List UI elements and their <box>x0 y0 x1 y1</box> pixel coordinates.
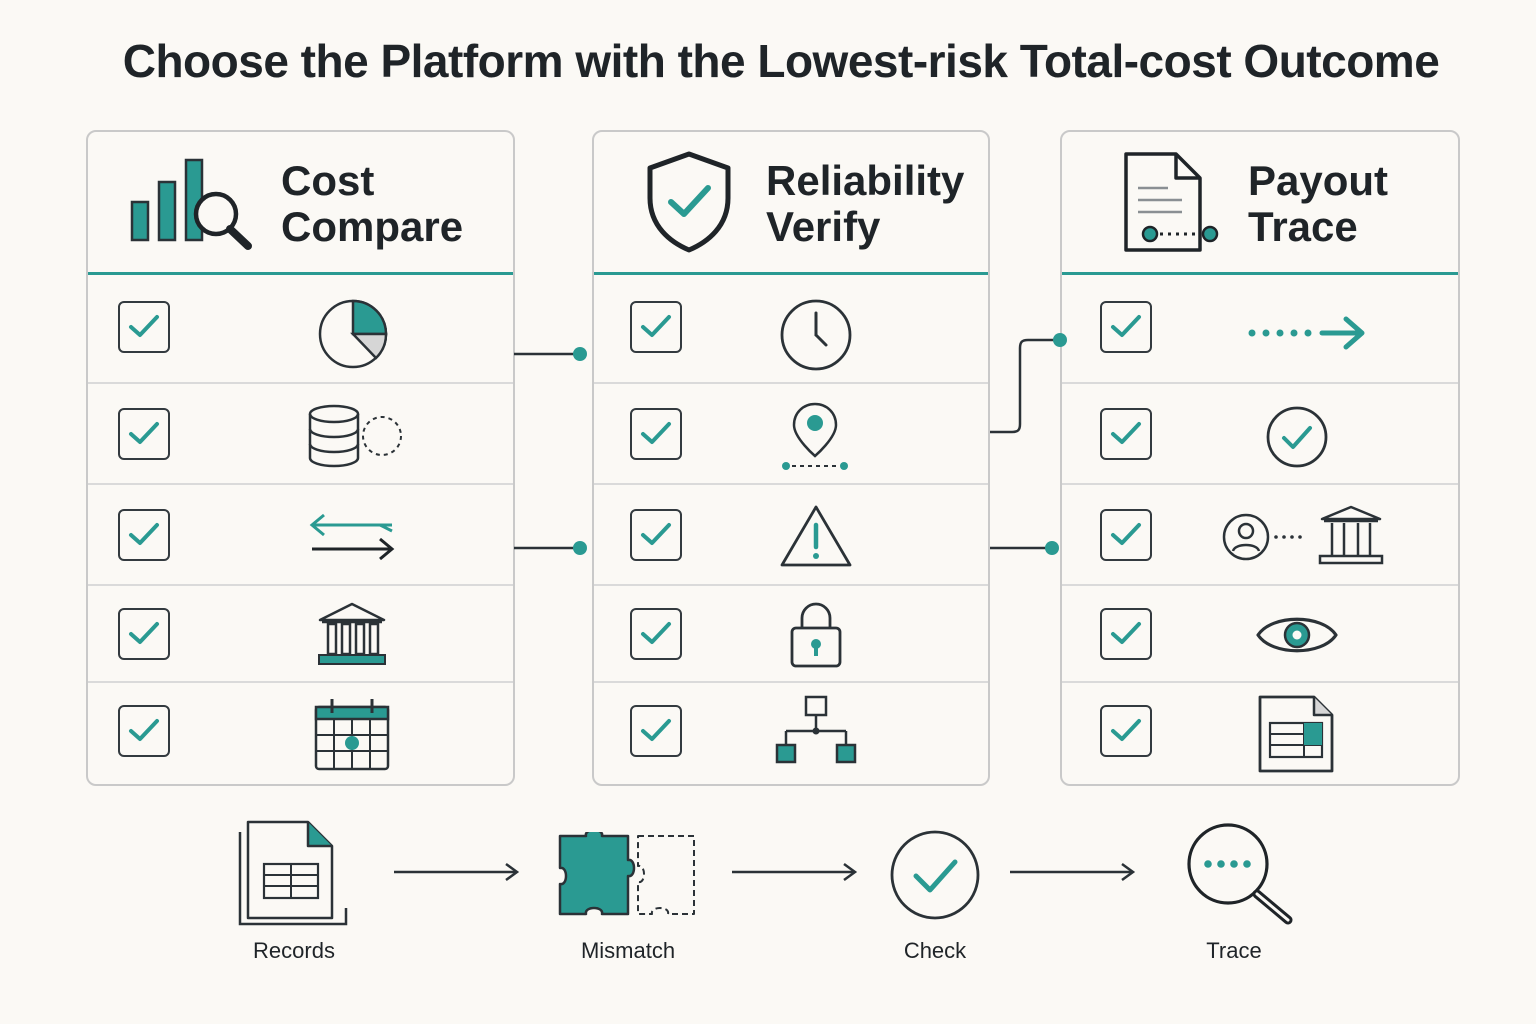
checklist-row <box>594 275 988 384</box>
flow-arrow <box>1010 862 1136 882</box>
bar-chart-magnifier-icon <box>130 158 252 250</box>
connector-cost-to-reliability-top <box>514 347 587 361</box>
checkbox[interactable] <box>1100 408 1152 460</box>
checklist-row <box>88 384 513 485</box>
shield-check-icon <box>647 151 731 253</box>
lock-icon <box>790 602 842 668</box>
checkbox[interactable] <box>1100 608 1152 660</box>
location-pin-icon <box>782 402 848 470</box>
panel-header: Cost Compare <box>88 132 513 275</box>
checkbox[interactable] <box>118 608 170 660</box>
pie-chart-icon <box>318 299 388 369</box>
checkbox[interactable] <box>630 301 682 353</box>
panel-reliability-verify: Reliability Verify <box>592 130 990 786</box>
checkbox[interactable] <box>1100 509 1152 561</box>
flow-label-trace: Trace <box>1206 938 1262 963</box>
connector-reliability-to-payout-elbow <box>990 333 1067 434</box>
checkbox[interactable] <box>630 608 682 660</box>
checklist-row <box>594 683 988 784</box>
flow-label-mismatch: Mismatch <box>580 938 676 963</box>
document-trace-icon <box>1124 152 1219 252</box>
checklist-row <box>1062 275 1458 384</box>
panel-payout-trace: Payout Trace <box>1060 130 1460 786</box>
database-icon <box>308 404 402 468</box>
checkbox[interactable] <box>1100 705 1152 757</box>
connector-reliability-to-payout-bottom <box>990 541 1059 555</box>
checklist-row <box>88 275 513 384</box>
eye-icon <box>1256 617 1338 653</box>
flow-arrow <box>732 862 858 882</box>
checklist-row <box>1062 384 1458 485</box>
panel-header: Payout Trace <box>1062 132 1458 275</box>
panel-title: Reliability Verify <box>766 157 965 250</box>
panel-cost-compare: Cost Compare <box>86 130 515 786</box>
checkbox[interactable] <box>1100 301 1152 353</box>
records-icon <box>238 820 348 926</box>
checklist-row <box>1062 586 1458 683</box>
check-circle-icon <box>890 830 980 920</box>
checkbox[interactable] <box>118 301 170 353</box>
checklist-row <box>594 485 988 586</box>
checkbox[interactable] <box>118 705 170 757</box>
checklist-row <box>88 683 513 784</box>
exchange-arrows-icon <box>309 513 395 561</box>
warning-icon <box>780 505 852 567</box>
panel-title: Cost Compare <box>281 157 464 250</box>
page-title: Choose the Platform with the Lowest-risk… <box>122 35 1440 87</box>
bank-icon <box>318 602 386 665</box>
calendar-icon <box>314 699 390 771</box>
checkbox[interactable] <box>630 509 682 561</box>
checklist-row <box>88 586 513 683</box>
puzzle-icon <box>558 832 695 916</box>
checklist-row <box>594 586 988 683</box>
checkbox[interactable] <box>630 408 682 460</box>
flow-arrow <box>394 862 520 882</box>
user-to-bank-icon <box>1222 505 1384 565</box>
hierarchy-icon <box>775 695 857 764</box>
checkbox[interactable] <box>118 408 170 460</box>
checkbox[interactable] <box>118 509 170 561</box>
checklist-row <box>88 485 513 586</box>
checkbox[interactable] <box>630 705 682 757</box>
checklist-row <box>594 384 988 485</box>
dotted-arrow-icon <box>1248 316 1365 350</box>
clock-icon <box>780 299 852 371</box>
check-circle-icon <box>1266 406 1328 468</box>
spreadsheet-icon <box>1258 695 1334 773</box>
checklist-row <box>1062 485 1458 586</box>
panel-header: Reliability Verify <box>594 132 988 275</box>
flow-label-check: Check <box>903 938 967 963</box>
checklist-row <box>1062 683 1458 784</box>
magnifier-dots-icon <box>1187 823 1293 925</box>
flow-label-records: Records <box>253 938 335 963</box>
connector-cost-to-reliability-bottom <box>514 541 587 555</box>
panel-title: Payout Trace <box>1248 157 1389 250</box>
